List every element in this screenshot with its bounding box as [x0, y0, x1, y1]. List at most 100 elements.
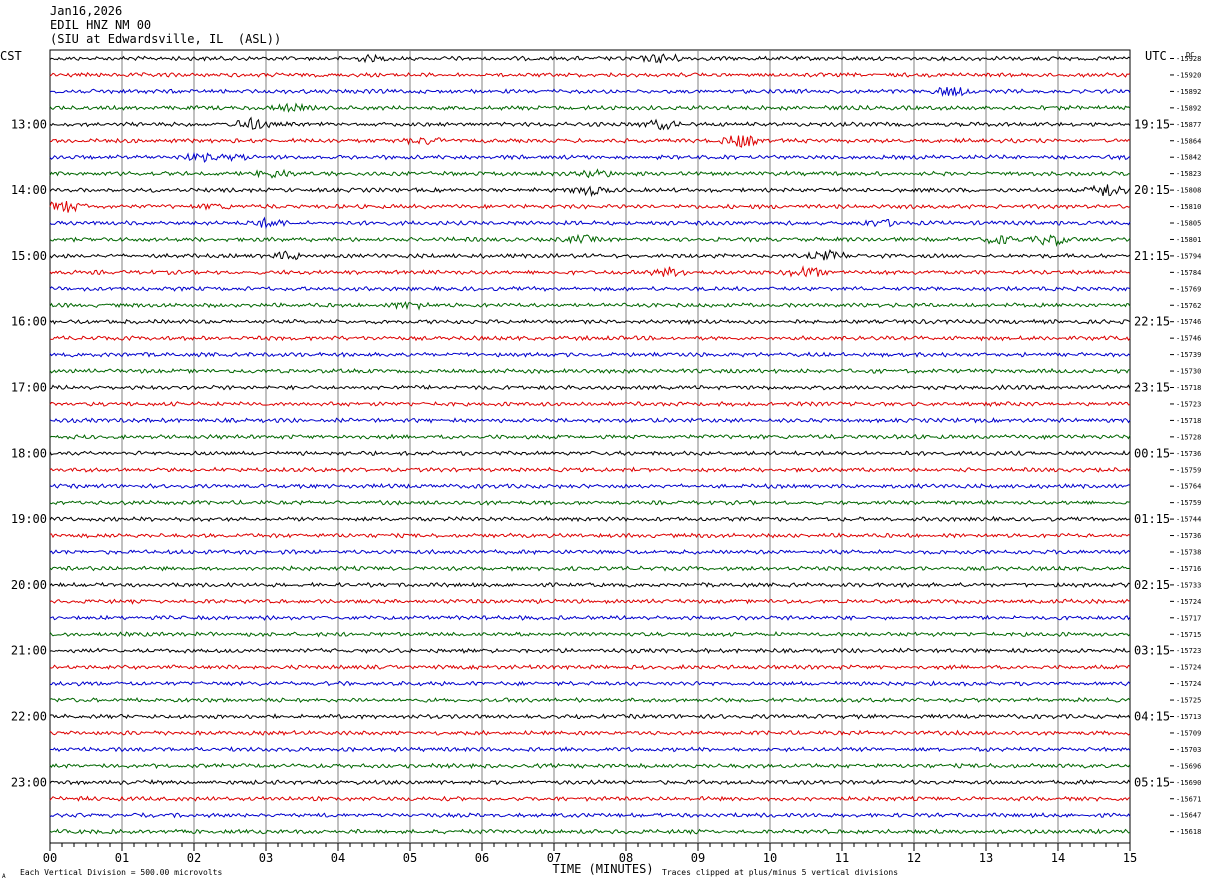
dc-offset-label: -15805: [1176, 220, 1201, 228]
dc-offset-label: -15808: [1176, 187, 1201, 195]
x-tick-label: 15: [1123, 851, 1137, 865]
trace-line: [49, 466, 1131, 473]
trace-line: [49, 729, 1131, 737]
traces: [49, 53, 1131, 835]
dc-offset-label: -15724: [1176, 680, 1201, 688]
dc-offset-label: -15892: [1176, 104, 1201, 112]
trace-line: [49, 565, 1131, 572]
dc-offset-label: -15736: [1176, 532, 1201, 540]
corner-mark: A: [2, 873, 6, 880]
x-tick-label: 08: [619, 851, 633, 865]
trace-line: [49, 713, 1131, 720]
dc-offset-label: -15713: [1176, 713, 1201, 721]
trace-line: [49, 401, 1131, 408]
x-tick-label: 02: [187, 851, 201, 865]
x-tick-label: 03: [259, 851, 273, 865]
trace-line: [49, 116, 1131, 131]
trace-line: [49, 795, 1131, 802]
scale-note: Each Vertical Division = 500.00 microvol…: [20, 868, 222, 877]
trace-line: [49, 300, 1131, 311]
right-hour-label: 02:15: [1134, 578, 1170, 592]
right-hour-label: 21:15: [1134, 249, 1170, 263]
dc-offset-label: -15703: [1176, 746, 1201, 754]
dc-offset-label: -15810: [1176, 203, 1201, 211]
dc-offset-label: -15717: [1176, 614, 1201, 622]
x-axis-title: TIME (MINUTES): [552, 862, 653, 876]
left-hour-label: 13:00: [11, 117, 47, 131]
x-tick-label: 11: [835, 851, 849, 865]
dc-offset-label: -15738: [1176, 549, 1201, 557]
left-hour-label: 17:00: [11, 381, 47, 395]
header-station: (SIU at Edwardsville, IL (ASL)): [50, 32, 282, 46]
left-hour-label: 18:00: [11, 446, 47, 460]
dc-offset-label: -15842: [1176, 154, 1201, 162]
left-hour-label: 14:00: [11, 183, 47, 197]
trace-line: [49, 334, 1131, 342]
x-tick-label: 13: [979, 851, 993, 865]
dc-offset-label: -15724: [1176, 664, 1201, 672]
dc-offset-label: -15864: [1176, 137, 1201, 145]
trace-line: [49, 248, 1131, 261]
trace-line: [49, 168, 1131, 179]
dc-offset-label: -15764: [1176, 483, 1201, 491]
trace-line: [49, 779, 1131, 786]
dc-offset-label: -15715: [1176, 631, 1201, 639]
trace-line: [49, 102, 1131, 113]
trace-line: [49, 663, 1131, 671]
trace-line: [49, 499, 1131, 506]
axis-labels: CST UTC DC TIME (MINUTES) Each Vertical …: [0, 49, 1201, 880]
trace-line: [49, 135, 1131, 148]
trace-line: [49, 828, 1131, 835]
trace-line: [49, 417, 1131, 424]
dc-offset-label: -15739: [1176, 351, 1201, 359]
trace-line: [49, 482, 1131, 490]
trace-line: [49, 812, 1131, 819]
trace-line: [49, 449, 1131, 457]
dc-offset-label: -15877: [1176, 121, 1201, 129]
clip-note: Traces clipped at plus/minus 5 vertical …: [662, 868, 898, 877]
trace-line: [49, 680, 1131, 687]
trace-line: [49, 233, 1131, 247]
trace-line: [49, 285, 1131, 292]
dc-offset-label: -15794: [1176, 252, 1201, 260]
x-tick-label: 07: [547, 851, 561, 865]
dc-offset-label: -15618: [1176, 828, 1201, 836]
right-hour-label: 22:15: [1134, 315, 1170, 329]
trace-line: [49, 318, 1131, 326]
dc-label: DC: [1186, 51, 1194, 59]
chart-header: Jan16,2026 EDIL HNZ NM 00 (SIU at Edwardsv…: [50, 4, 281, 46]
right-hour-label: 05:15: [1134, 775, 1170, 789]
dc-offset-label: -15759: [1176, 466, 1201, 474]
plot-frame: [49, 49, 1131, 844]
trace-line: [49, 433, 1131, 441]
left-timezone-label: CST: [0, 49, 22, 63]
trace-line: [49, 549, 1131, 556]
dc-offset-label: -15709: [1176, 729, 1201, 737]
dc-offset-label: -15718: [1176, 417, 1201, 425]
x-tick-label: 05: [403, 851, 417, 865]
trace-line: [49, 367, 1131, 375]
trace-line: [49, 746, 1131, 753]
x-tick-label: 14: [1051, 851, 1065, 865]
dc-offset-label: -15801: [1176, 236, 1201, 244]
dc-offset-label: -15647: [1176, 812, 1201, 820]
dc-offset-label: -15746: [1176, 318, 1201, 326]
trace-line: [49, 71, 1131, 78]
right-hour-label: 00:15: [1134, 446, 1170, 460]
trace-line: [49, 184, 1131, 198]
dc-offset-label: -15928: [1176, 55, 1201, 63]
dc-offset-label: -15746: [1176, 335, 1201, 343]
trace-line: [49, 86, 1131, 98]
trace-line: [49, 762, 1131, 770]
header-channel: EDIL HNZ NM 00: [50, 18, 152, 32]
dc-offset-label: -15823: [1176, 170, 1201, 178]
trace-line: [49, 647, 1131, 654]
trace-line: [49, 581, 1131, 589]
right-hour-label: 19:15: [1134, 117, 1170, 131]
dc-offset-label: -15892: [1176, 88, 1201, 96]
x-tick-label: 09: [691, 851, 705, 865]
left-hour-label: 23:00: [11, 775, 47, 789]
trace-line: [49, 598, 1131, 605]
x-tick-label: 01: [115, 851, 129, 865]
